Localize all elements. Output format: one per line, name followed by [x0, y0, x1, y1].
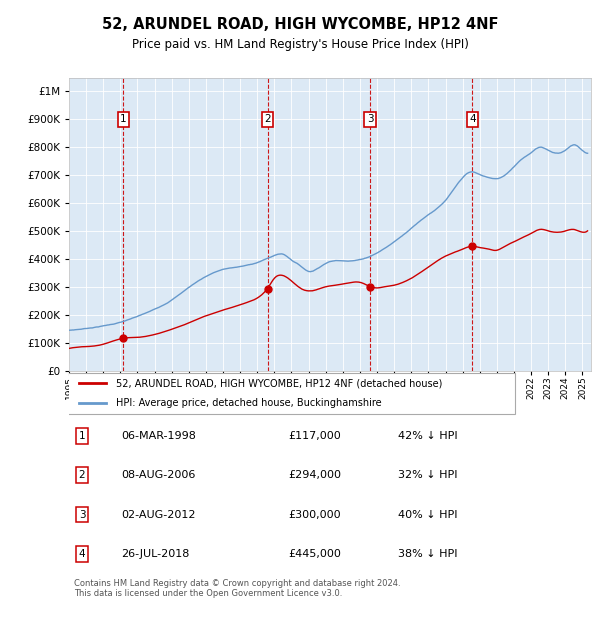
Text: 1: 1	[120, 115, 127, 125]
Text: 06-MAR-1998: 06-MAR-1998	[121, 431, 196, 441]
Text: 02-AUG-2012: 02-AUG-2012	[121, 510, 196, 520]
Text: £445,000: £445,000	[288, 549, 341, 559]
Text: 52, ARUNDEL ROAD, HIGH WYCOMBE, HP12 4NF (detached house): 52, ARUNDEL ROAD, HIGH WYCOMBE, HP12 4NF…	[116, 378, 442, 388]
Text: £294,000: £294,000	[288, 470, 341, 480]
Text: 1: 1	[79, 431, 85, 441]
Text: HPI: Average price, detached house, Buckinghamshire: HPI: Average price, detached house, Buck…	[116, 398, 382, 408]
FancyBboxPatch shape	[67, 373, 515, 414]
Text: 52, ARUNDEL ROAD, HIGH WYCOMBE, HP12 4NF: 52, ARUNDEL ROAD, HIGH WYCOMBE, HP12 4NF	[102, 17, 498, 32]
Text: £117,000: £117,000	[288, 431, 341, 441]
Text: Contains HM Land Registry data © Crown copyright and database right 2024.
This d: Contains HM Land Registry data © Crown c…	[74, 579, 401, 598]
Text: 26-JUL-2018: 26-JUL-2018	[121, 549, 190, 559]
Text: 38% ↓ HPI: 38% ↓ HPI	[398, 549, 457, 559]
Text: 2: 2	[264, 115, 271, 125]
Text: 2: 2	[79, 470, 85, 480]
Text: Price paid vs. HM Land Registry's House Price Index (HPI): Price paid vs. HM Land Registry's House …	[131, 38, 469, 51]
Text: 3: 3	[367, 115, 373, 125]
Text: 42% ↓ HPI: 42% ↓ HPI	[398, 431, 457, 441]
Text: 4: 4	[469, 115, 476, 125]
Text: 3: 3	[79, 510, 85, 520]
Text: 08-AUG-2006: 08-AUG-2006	[121, 470, 196, 480]
Text: 32% ↓ HPI: 32% ↓ HPI	[398, 470, 457, 480]
Text: 4: 4	[79, 549, 85, 559]
Text: 40% ↓ HPI: 40% ↓ HPI	[398, 510, 457, 520]
Text: £300,000: £300,000	[288, 510, 341, 520]
